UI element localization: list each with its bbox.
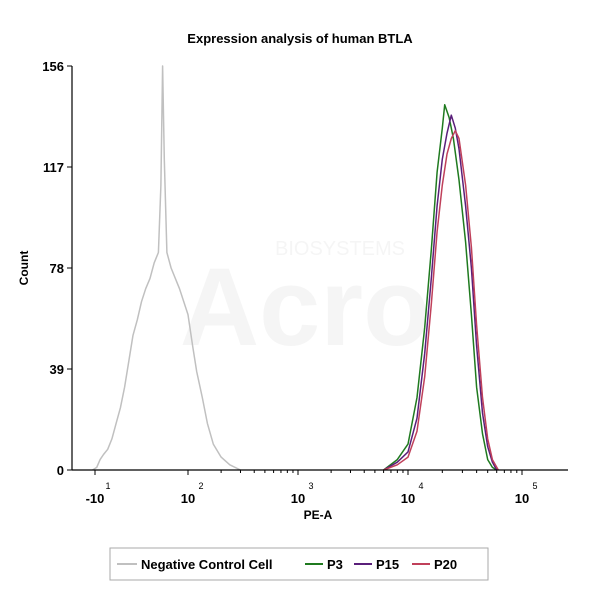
chart-title: Expression analysis of human BTLA — [187, 31, 413, 46]
legend-border — [109, 547, 489, 581]
y-tick-label: 39 — [50, 362, 64, 377]
x-tick-exponent: 4 — [418, 481, 423, 491]
watermark-top: BIOSYSTEMS — [275, 238, 405, 260]
x-axis-label: PE-A — [304, 508, 333, 522]
x-tick-label: 10 — [181, 491, 195, 506]
x-tick-exponent: 3 — [308, 481, 313, 491]
axes — [71, 66, 568, 471]
series-lines — [92, 65, 499, 471]
y-axis-label: Count — [17, 251, 31, 286]
y-tick-label: 0 — [57, 463, 64, 478]
y-tick-label: 117 — [43, 160, 64, 175]
x-tick-label: 10 — [401, 491, 415, 506]
series-line-2 — [383, 104, 498, 471]
legend-label-3: P15 — [376, 557, 399, 572]
x-tick-label: 10 — [515, 491, 529, 506]
watermark-main: Acro — [180, 246, 431, 369]
series-line-3 — [383, 114, 498, 471]
legend-label-1: Negative Control Cell — [141, 557, 272, 572]
y-axis-ticks: 0 39 78 117 156 — [42, 59, 72, 478]
x-tick-exponent: 2 — [198, 481, 203, 491]
y-tick-label: 156 — [42, 59, 64, 74]
x-tick-label: -10 — [86, 491, 105, 506]
y-tick-label: 78 — [50, 261, 64, 276]
x-tick-exponent: 1 — [105, 481, 110, 491]
legend-label-2: P3 — [327, 557, 343, 572]
x-tick-exponent: 5 — [532, 481, 537, 491]
series-line-1 — [92, 65, 241, 471]
legend: Negative Control Cell P3 P15 P20 — [109, 547, 489, 581]
series-line-4 — [383, 129, 499, 471]
watermark: BIOSYSTEMS Acro — [180, 238, 431, 369]
x-tick-label: 10 — [291, 491, 305, 506]
legend-label-4: P20 — [434, 557, 457, 572]
